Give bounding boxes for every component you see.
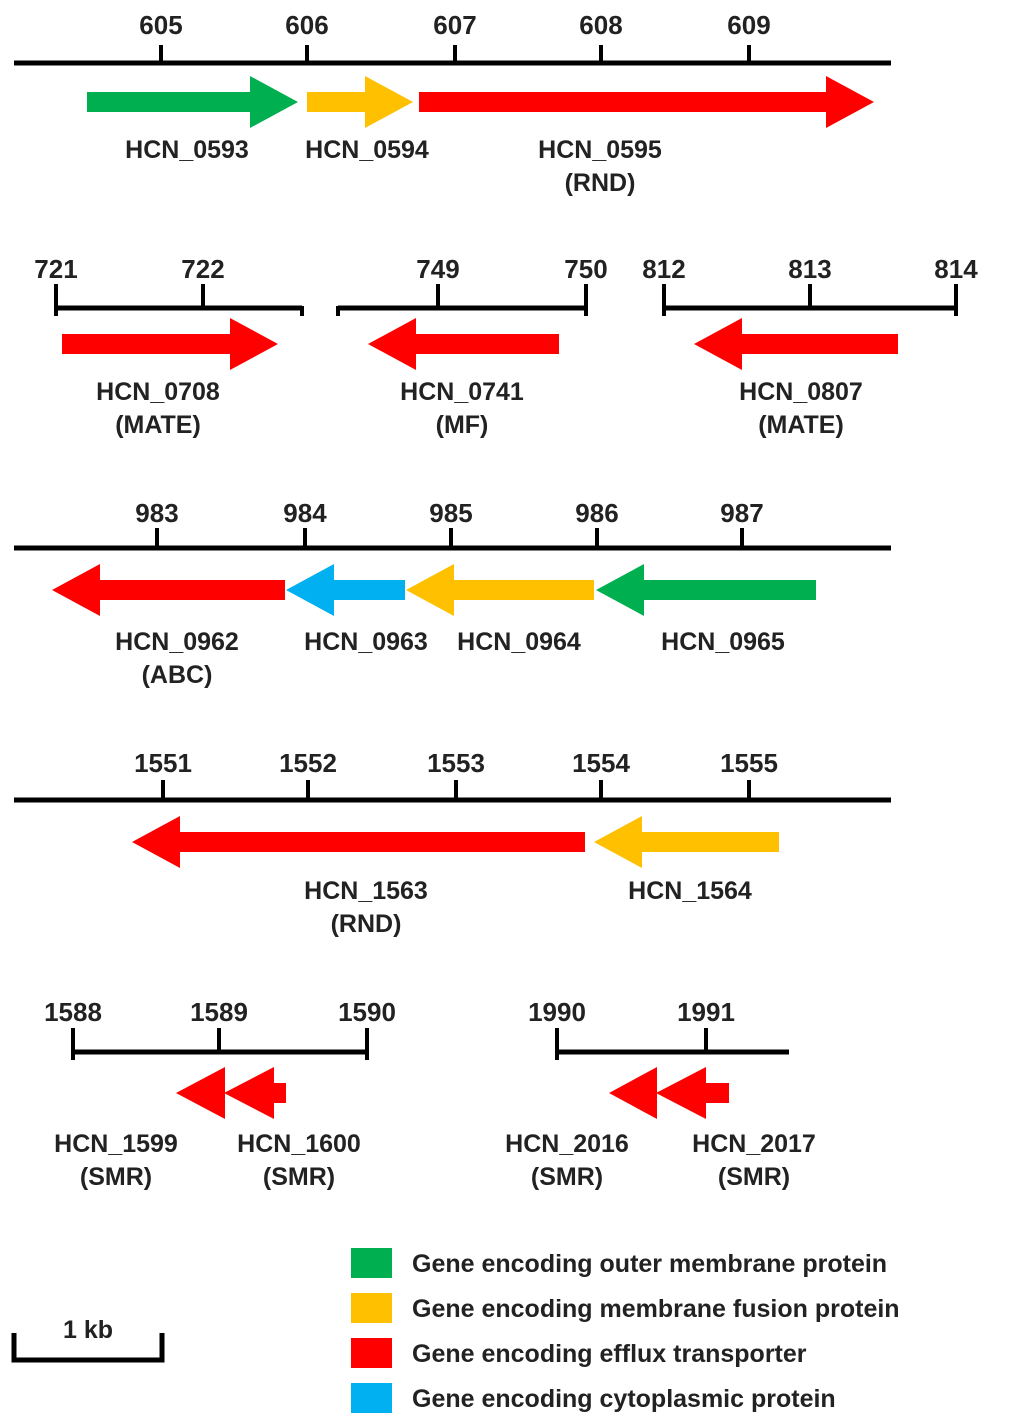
legend-label: Gene encoding cytoplasmic protein	[412, 1385, 836, 1413]
tick-label: 605	[139, 10, 182, 40]
gene-name-label: HCN_0593	[125, 136, 249, 164]
gene-family-label: (MATE)	[115, 411, 201, 439]
tick-label: 1990	[528, 997, 586, 1027]
gene-family-label: (MATE)	[758, 411, 844, 439]
tick-label: 1552	[279, 748, 337, 778]
track-1: 605 606 607 608 609 HCN_0593 HCN_0594 HCN_0595 (…	[14, 10, 891, 197]
legend-item-efflux: Gene encoding efflux transporter	[351, 1338, 807, 1368]
gene-arrow-hcn-0962	[52, 564, 285, 616]
legend-label: Gene encoding outer membrane protein	[412, 1250, 887, 1278]
gene-family-label: (MF)	[436, 411, 489, 439]
tick-label: 750	[564, 254, 607, 284]
track-5: 983 984 985 986 987 HCN_0962 (ABC) HCN_0963 HCN_…	[14, 498, 891, 689]
track-6: 1551 1552 1553 1554 1555 HCN_1563 (RND) HCN_156…	[14, 748, 891, 938]
tick-label: 721	[34, 254, 77, 284]
tick-label: 985	[429, 498, 472, 528]
tick-label: 986	[575, 498, 618, 528]
gene-family-label: (SMR)	[531, 1163, 603, 1191]
gene-arrow-hcn-0593	[87, 76, 298, 128]
track-8: 1990 1991 HCN_2016 (SMR) HCN_2017 (SMR)	[505, 997, 816, 1191]
gene-family-label: (SMR)	[80, 1163, 152, 1191]
gene-arrow-hcn-0807	[694, 318, 898, 370]
gene-family-label: (SMR)	[263, 1163, 335, 1191]
gene-arrow-hcn-0965	[596, 564, 816, 616]
legend-label: Gene encoding membrane fusion protein	[412, 1295, 900, 1323]
gene-arrow-hcn-1599	[176, 1067, 225, 1119]
gene-name-label: HCN_2016	[505, 1130, 629, 1158]
gene-name-label: HCN_0741	[400, 378, 524, 406]
gene-arrow-hcn-0963	[286, 564, 405, 616]
gene-arrow-hcn-0964	[406, 564, 594, 616]
track-4: 812 813 814 HCN_0807 (MATE)	[642, 254, 978, 439]
tick-label: 1589	[190, 997, 248, 1027]
tick-label: 983	[135, 498, 178, 528]
gene-name-label: HCN_0594	[305, 136, 429, 164]
gene-name-label: HCN_2017	[692, 1130, 816, 1158]
tick-label: 749	[416, 254, 459, 284]
tick-label: 1554	[572, 748, 630, 778]
gene-name-label: HCN_0962	[115, 628, 239, 656]
legend-swatch	[351, 1293, 392, 1323]
gene-name-label: HCN_1563	[304, 877, 428, 905]
gene-family-label: (RND)	[331, 910, 402, 938]
legend-item-cyto: Gene encoding cytoplasmic protein	[351, 1383, 836, 1413]
tick-label: 1590	[338, 997, 396, 1027]
gene-name-label: HCN_0964	[457, 628, 581, 656]
gene-family-label: (ABC)	[142, 661, 213, 689]
tick-label: 814	[934, 254, 978, 284]
gene-name-label: HCN_0708	[96, 378, 220, 406]
gene-name-label: HCN_0595	[538, 136, 662, 164]
tick-label: 1991	[677, 997, 735, 1027]
gene-name-label: HCN_0963	[304, 628, 428, 656]
tick-label: 609	[727, 10, 770, 40]
tick-label: 606	[285, 10, 328, 40]
gene-arrow-hcn-0741	[368, 318, 559, 370]
gene-arrow-hcn-0594	[307, 76, 413, 128]
gene-arrow-hcn-1564	[594, 816, 779, 868]
gene-arrow-hcn-0595	[419, 76, 874, 128]
tick-label: 1555	[720, 748, 778, 778]
tick-label: 722	[181, 254, 224, 284]
gene-name-label: HCN_0965	[661, 628, 785, 656]
track-7: 1588 1589 1590 HCN_1599 (SMR) HCN_1600 (SMR)	[44, 997, 396, 1191]
legend-swatch	[351, 1383, 392, 1413]
scale-bar: 1 kb	[11, 1316, 165, 1363]
track-3: 749 750 HCN_0741 (MF)	[336, 254, 608, 439]
gene-name-label: HCN_0807	[739, 378, 863, 406]
track-2: 721 722 HCN_0708 (MATE)	[34, 254, 304, 439]
gene-arrow-hcn-1563	[132, 816, 585, 868]
gene-arrow-hcn-1600	[224, 1067, 286, 1119]
gene-arrow-hcn-2016	[609, 1067, 657, 1119]
legend-swatch	[351, 1248, 392, 1278]
legend: Gene encoding outer membrane protein Gene…	[351, 1248, 900, 1413]
tick-label: 607	[433, 10, 476, 40]
tick-label: 813	[788, 254, 831, 284]
legend-item-outer: Gene encoding outer membrane protein	[351, 1248, 887, 1278]
legend-swatch	[351, 1338, 392, 1368]
gene-family-label: (RND)	[565, 169, 636, 197]
tick-label: 1551	[134, 748, 192, 778]
tick-label: 608	[579, 10, 622, 40]
tick-label: 987	[720, 498, 763, 528]
gene-name-label: HCN_1600	[237, 1130, 361, 1158]
scale-bar-label: 1 kb	[63, 1316, 113, 1344]
gene-tracks: 605 606 607 608 609 HCN_0593 HCN_0594 HCN_0595 (…	[14, 10, 978, 1191]
legend-label: Gene encoding efflux transporter	[412, 1340, 807, 1368]
gene-name-label: HCN_1564	[628, 877, 752, 905]
legend-item-fusion: Gene encoding membrane fusion protein	[351, 1293, 900, 1323]
gene-arrow-hcn-2017	[656, 1067, 729, 1119]
gene-arrow-hcn-0708	[62, 318, 278, 370]
tick-label: 1588	[44, 997, 102, 1027]
scale-bar-line	[11, 1333, 165, 1363]
tick-label: 812	[642, 254, 685, 284]
tick-label: 1553	[427, 748, 485, 778]
gene-name-label: HCN_1599	[54, 1130, 178, 1158]
tick-label: 984	[283, 498, 327, 528]
gene-family-label: (SMR)	[718, 1163, 790, 1191]
